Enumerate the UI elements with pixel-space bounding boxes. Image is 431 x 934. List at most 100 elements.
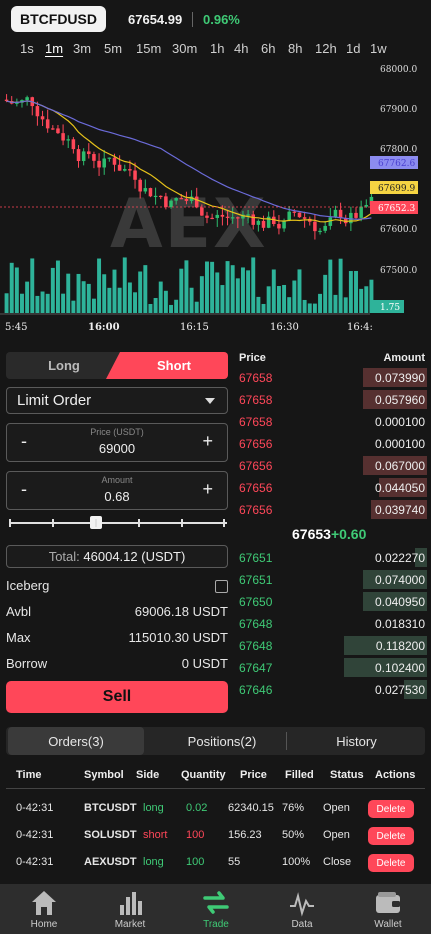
volume-tick-label: 67500.0 (380, 266, 417, 276)
price-input[interactable]: 69000 (98, 441, 136, 456)
avbl-row: Avbl 69006.18 USDT (6, 604, 228, 620)
wallet-icon (376, 892, 400, 913)
candle-body (200, 207, 204, 216)
ask-row[interactable]: 67658 0.073990 (234, 368, 427, 387)
ask-row[interactable]: 67658 0.000100 (234, 412, 427, 431)
bid-row[interactable]: 67651 0.074000 (234, 570, 427, 589)
interval-3m[interactable]: 3m (73, 41, 92, 56)
bid-row[interactable]: 67646 0.027530 (234, 680, 427, 699)
interval-6h[interactable]: 6h (261, 41, 276, 56)
orderbook-price: 67658 (239, 415, 273, 429)
interval-15m[interactable]: 15m (136, 41, 162, 56)
interval-1m[interactable]: 1m (45, 41, 64, 56)
candle-body (153, 195, 158, 198)
bid-row[interactable]: 67647 0.102400 (234, 658, 427, 677)
orderbook-amount: 0.057960 (374, 393, 425, 407)
candle-body (169, 200, 173, 208)
price-tag (370, 201, 418, 214)
interval-30m[interactable]: 30m (172, 41, 198, 56)
tab-separator (286, 732, 287, 750)
price-stepper: - Price (USDT) 69000 + (6, 423, 228, 462)
volume-bar (25, 281, 30, 313)
orderbook-price: 67658 (239, 393, 273, 407)
ask-row[interactable]: 67656 0.000100 (234, 434, 427, 453)
nav-trade[interactable]: Trade (173, 884, 259, 934)
interval-1h[interactable]: 1h (210, 41, 225, 56)
orderbook-price-header: Price (239, 352, 266, 364)
delete-button[interactable]: Delete (368, 827, 414, 845)
sell-button[interactable]: Sell (6, 681, 228, 713)
volume-bar (205, 261, 209, 313)
bid-row[interactable]: 67651 0.022270 (234, 548, 427, 567)
interval-1d[interactable]: 1d (346, 41, 361, 56)
symbol-selector[interactable]: BTCFDUSD (11, 6, 106, 32)
tab-orders[interactable]: Orders(3) (8, 727, 144, 755)
volume-bar (112, 269, 117, 313)
delete-button[interactable]: Delete (368, 800, 414, 818)
candle-body (40, 116, 45, 120)
interval-5m[interactable]: 5m (104, 41, 123, 56)
cell-filled: 50% (282, 829, 305, 841)
candle-body (210, 217, 214, 220)
amount-plus-button[interactable]: + (202, 479, 213, 499)
cell-symbol: AEXUSDT (84, 856, 137, 868)
chevron-down-icon (205, 398, 215, 404)
orderbook-price: 67651 (239, 551, 273, 565)
ask-row[interactable]: 67656 0.067000 (234, 456, 427, 475)
interval-12h[interactable]: 12h (315, 41, 337, 56)
orderbook-amount: 0.040950 (374, 595, 425, 609)
volume-bar (338, 258, 343, 313)
volume-bar (127, 282, 132, 313)
bid-row[interactable]: 67648 0.018310 (234, 614, 427, 633)
total-field: Total: 46004.12 (USDT) (6, 545, 228, 568)
candle-body (261, 220, 266, 228)
nav-wallet[interactable]: Wallet (345, 884, 431, 934)
nav-data[interactable]: Data (259, 884, 345, 934)
candle-body (272, 216, 276, 225)
data-icon (290, 892, 314, 917)
column-header: Side (136, 769, 160, 781)
tab-long[interactable]: Long (6, 352, 122, 379)
depth-bar (363, 390, 427, 409)
tab-positions[interactable]: Positions(2) (187, 733, 257, 749)
nav-home[interactable]: Home (1, 884, 87, 934)
interval-1w[interactable]: 1w (370, 41, 387, 56)
ask-row[interactable]: 67658 0.057960 (234, 390, 427, 409)
ask-row[interactable]: 67656 0.044050 (234, 478, 427, 497)
cell-status: Close (323, 856, 352, 868)
ma-short-line (6, 100, 372, 223)
candle-body (256, 220, 261, 225)
iceberg-checkbox[interactable] (215, 580, 228, 593)
delete-button[interactable]: Delete (368, 854, 414, 872)
interval-8h[interactable]: 8h (288, 41, 303, 56)
order-type-value: Limit Order (17, 392, 92, 409)
interval-4h[interactable]: 4h (234, 41, 249, 56)
price-plus-button[interactable]: + (202, 431, 213, 451)
volume-bar (55, 260, 60, 313)
order-type-select[interactable]: Limit Order (6, 387, 228, 414)
bid-row[interactable]: 67650 0.040950 (234, 592, 427, 611)
candle-body (225, 216, 230, 218)
price-minus-button[interactable]: - (21, 431, 27, 451)
tab-history[interactable]: History (336, 733, 377, 749)
iceberg-label: Iceberg (6, 578, 50, 593)
candle-body (282, 220, 286, 229)
amount-input[interactable]: 0.68 (104, 489, 130, 504)
candle-body (128, 169, 132, 171)
column-header: Quantity (181, 769, 226, 781)
x-tick-label: 16:15 (180, 322, 209, 333)
tab-short[interactable]: Short (106, 352, 228, 379)
candle-body (51, 128, 55, 130)
candle-body (56, 128, 60, 134)
candle-body (313, 221, 317, 232)
depth-bar (403, 680, 427, 699)
interval-1s[interactable]: 1s (20, 41, 34, 56)
candlestick-chart[interactable]: AEX 68000.0 67900.0 67800.0 67600.0 67500.0 6… (0, 60, 431, 340)
chart-canvas[interactable]: 68000.0 67900.0 67800.0 67600.0 67500.0 67762… (0, 60, 431, 340)
amount-slider[interactable] (9, 516, 227, 530)
bid-row[interactable]: 67648 0.118200 (234, 636, 427, 655)
nav-market[interactable]: Market (87, 884, 173, 934)
amount-minus-button[interactable]: - (21, 479, 27, 499)
ask-row[interactable]: 67656 0.039740 (234, 500, 427, 519)
volume-bar (91, 298, 96, 313)
